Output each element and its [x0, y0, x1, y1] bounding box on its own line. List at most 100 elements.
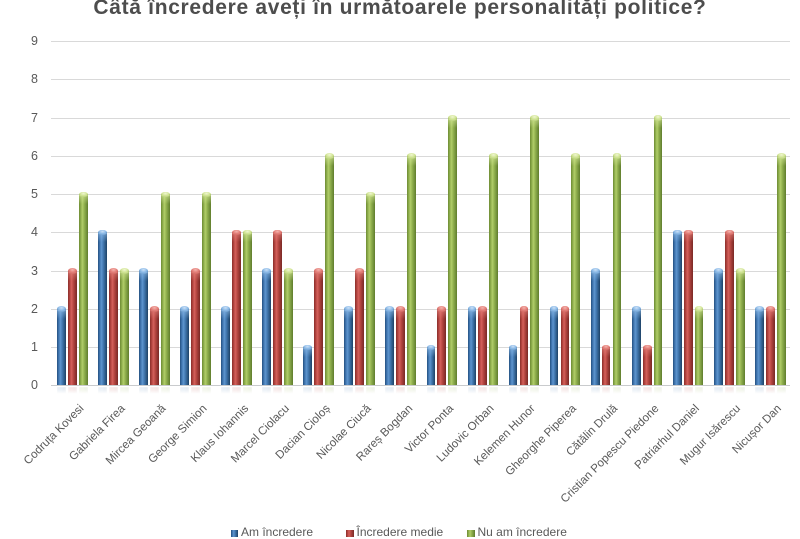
bar-red-15 — [642, 344, 652, 386]
bar-blue-6 — [262, 268, 272, 386]
bar-gloss — [57, 309, 66, 319]
bar-reflection — [98, 386, 107, 395]
bar-gloss — [489, 156, 499, 166]
bar-gloss — [78, 195, 88, 205]
bar-green-9 — [407, 153, 417, 386]
bar-reflection — [150, 386, 159, 395]
bar-cap — [284, 268, 293, 274]
y-tick-label-9: 9 — [31, 34, 38, 49]
bar-blue-17 — [713, 268, 723, 386]
y-tick-label-1: 1 — [31, 340, 38, 355]
bar-gloss — [612, 156, 622, 166]
bar-reflection — [694, 386, 704, 395]
bar-gloss — [98, 233, 107, 243]
bar-gloss — [765, 309, 775, 319]
legend-label-1: Am încredere — [241, 525, 314, 539]
bar-reflection — [385, 386, 395, 395]
bar-reflection — [765, 386, 775, 395]
legend-label-2: Încredere medie — [356, 525, 444, 539]
bar-reflection — [119, 386, 129, 395]
bar-green-15 — [653, 115, 663, 386]
bar-reflection — [754, 386, 764, 395]
bar-gloss — [672, 233, 682, 243]
bar-red-7 — [314, 268, 324, 386]
bar-cap — [160, 191, 170, 198]
bar-cap — [191, 268, 200, 274]
bar-reflection — [232, 386, 241, 395]
bar-cap — [508, 344, 518, 351]
bar-cap — [571, 153, 581, 159]
gridline-y3 — [51, 270, 790, 272]
bar-red-17 — [724, 229, 734, 386]
bar-cap — [180, 306, 189, 312]
bar-red-13 — [560, 306, 570, 386]
bar-reflection — [519, 386, 529, 395]
y-tick-label-3: 3 — [31, 263, 38, 278]
bar-reflection — [67, 386, 77, 395]
bar-blue-2 — [98, 229, 107, 386]
bar-gloss — [478, 309, 488, 319]
bar-reflection — [571, 386, 581, 395]
bar-reflection — [314, 386, 324, 395]
bar-red-3 — [150, 306, 159, 386]
bar-reflection — [735, 386, 745, 395]
bar-reflection — [713, 386, 723, 395]
bar-blue-1 — [57, 306, 66, 386]
bar-gloss — [713, 271, 723, 281]
bar-blue-5 — [221, 306, 231, 386]
bar-reflection — [508, 386, 518, 395]
bar-gloss — [243, 233, 252, 243]
bar-blue-3 — [139, 268, 148, 386]
bar-reflection — [78, 386, 88, 395]
bar-gloss — [284, 271, 293, 281]
y-tick-label-6: 6 — [31, 148, 38, 163]
bar-red-1 — [67, 268, 77, 386]
gridline-y4 — [51, 232, 790, 234]
gridline-y6 — [51, 155, 790, 157]
bar-cap — [119, 268, 129, 274]
bar-gloss — [694, 309, 704, 319]
bar-reflection — [530, 386, 540, 395]
bar-reflection — [201, 386, 211, 395]
bar-gloss — [754, 309, 764, 319]
bar-green-1 — [78, 191, 88, 386]
legend-marker-red — [346, 529, 354, 537]
gridline-y1 — [51, 347, 790, 349]
bar-cap — [754, 306, 764, 312]
bar-reflection — [325, 386, 334, 395]
bar-gloss — [571, 156, 581, 166]
bar-cap — [631, 306, 641, 312]
bar-green-8 — [366, 191, 375, 386]
bar-reflection — [631, 386, 641, 395]
bar-gloss — [601, 348, 611, 358]
bar-gloss — [344, 309, 354, 319]
bar-gloss — [724, 233, 734, 243]
bar-reflection — [653, 386, 663, 395]
bar-gloss — [396, 309, 406, 319]
bar-gloss — [303, 348, 313, 358]
bar-green-5 — [243, 229, 252, 386]
bar-gloss — [201, 195, 211, 205]
bar-green-14 — [612, 153, 622, 386]
bar-reflection — [426, 386, 436, 395]
bar-red-5 — [232, 229, 241, 386]
bar-cap — [735, 268, 745, 274]
bar-gloss — [683, 233, 693, 243]
bar-blue-12 — [508, 344, 518, 386]
bar-cap — [601, 344, 611, 351]
bar-gloss — [776, 156, 786, 166]
bar-green-12 — [530, 115, 540, 386]
bar-red-14 — [601, 344, 611, 386]
bar-blue-14 — [590, 268, 600, 386]
y-tick-label-8: 8 — [31, 72, 38, 87]
bar-reflection — [57, 386, 66, 395]
bar-reflection — [683, 386, 693, 395]
bar-cap — [713, 268, 723, 274]
bar-cap — [426, 344, 436, 351]
bar-cap — [478, 306, 488, 312]
bar-reflection — [284, 386, 293, 395]
bar-cap — [325, 153, 334, 159]
bar-blue-18 — [754, 306, 764, 386]
